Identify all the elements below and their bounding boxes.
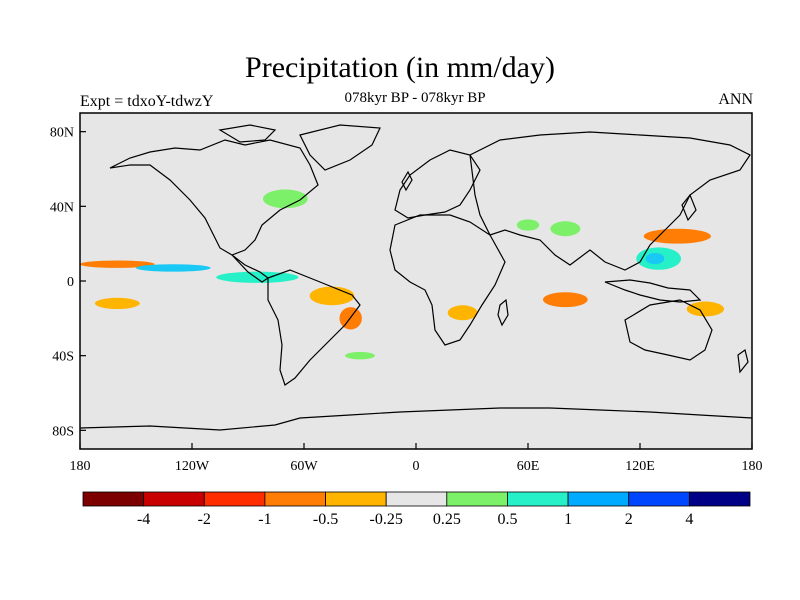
anomaly-trop-pac-north-pos (80, 260, 155, 268)
colorbar-box (325, 491, 387, 507)
anomaly-s-atl-pos (345, 351, 375, 360)
colorbar-box (385, 491, 448, 507)
colorbar-box (628, 491, 690, 507)
coast-south-america (267, 269, 361, 386)
x-tick-label: 60E (517, 459, 540, 474)
colorbar-box (567, 491, 630, 507)
anomaly-nw-pac-neg (643, 228, 711, 244)
time-period-subtitle: 078kyr BP - 078kyr BP (344, 90, 486, 106)
coast-greenland (299, 124, 381, 171)
anomaly-c-asia-pos (516, 219, 540, 231)
coast-australia (624, 299, 713, 361)
x-tick-label: 120W (175, 459, 210, 474)
colorbar-box (264, 491, 326, 507)
coastlines (80, 124, 752, 431)
x-tick-label: 180 (70, 459, 91, 474)
map-background (80, 113, 752, 449)
coast-asia (469, 131, 751, 271)
anomaly-trop-pac-eq-pos (216, 271, 299, 283)
colorbar-label: -0.5 (313, 511, 338, 528)
coast-uk (401, 170, 413, 192)
anomaly-india-pos (550, 221, 581, 237)
colorbar-label: 4 (685, 511, 693, 528)
coast-madagascar (497, 298, 509, 327)
x-tick-label: 60W (290, 459, 318, 474)
colorbar-label: 0.25 (433, 511, 461, 528)
coast-antarctica (80, 407, 752, 431)
colorbar: -4 -2 -1 -0.5 -0.25 0.25 0.5 1 2 4 (82, 491, 751, 528)
y-tick-label: 40S (52, 350, 74, 365)
coast-north-america (109, 139, 319, 256)
season-label: ANN (718, 91, 753, 108)
experiment-label: Expt = tdxoY-tdwzY (80, 93, 214, 110)
colorbar-label: -4 (137, 511, 150, 528)
anomaly-maritime-neg (686, 301, 724, 317)
anomaly-indian-ocean-neg (542, 292, 588, 308)
y-tick-label: 40N (50, 200, 74, 215)
colorbar-label: -2 (198, 511, 211, 528)
anomaly-n-atlantic-pos (262, 189, 308, 209)
anomaly-trop-pac-north-pos2 (136, 264, 211, 272)
anomaly-amazon-neg (309, 286, 355, 306)
colorbar-label: -1 (258, 511, 271, 528)
colorbar-label: -0.25 (370, 511, 403, 528)
y-tick-label: 80N (50, 126, 74, 141)
colorbar-label: 0.5 (497, 511, 517, 528)
coast-africa (389, 214, 506, 346)
colorbar-box (82, 491, 145, 507)
anomaly-s-africa-neg (447, 305, 478, 321)
coast-indonesia (604, 279, 702, 303)
coast-arctic-islands (218, 124, 277, 143)
y-tick-label: 0 (67, 275, 74, 290)
colorbar-box (507, 491, 569, 507)
anomaly-s-pac-neg (94, 297, 140, 309)
x-tick-label: 0 (413, 459, 420, 474)
x-tick-label: 180 (742, 459, 763, 474)
x-tick-label: 120E (625, 459, 655, 474)
colorbar-box (688, 491, 751, 507)
colorbar-box (203, 491, 266, 507)
anomaly-w-pac-pos-core (645, 253, 665, 265)
colorbar-box (143, 491, 205, 507)
page-title: Precipitation (in mm/day) (245, 51, 555, 84)
coast-japan (681, 193, 697, 222)
colorbar-label: 2 (625, 511, 633, 528)
coast-new-zealand (737, 348, 749, 374)
y-tick-label: 80S (52, 424, 74, 439)
axis-ticks: 180 120W 60W 0 60E 120E 180 80N 40N 0 40S 80S (50, 126, 763, 474)
colorbar-label: 1 (564, 511, 572, 528)
colorbar-box (446, 491, 508, 507)
